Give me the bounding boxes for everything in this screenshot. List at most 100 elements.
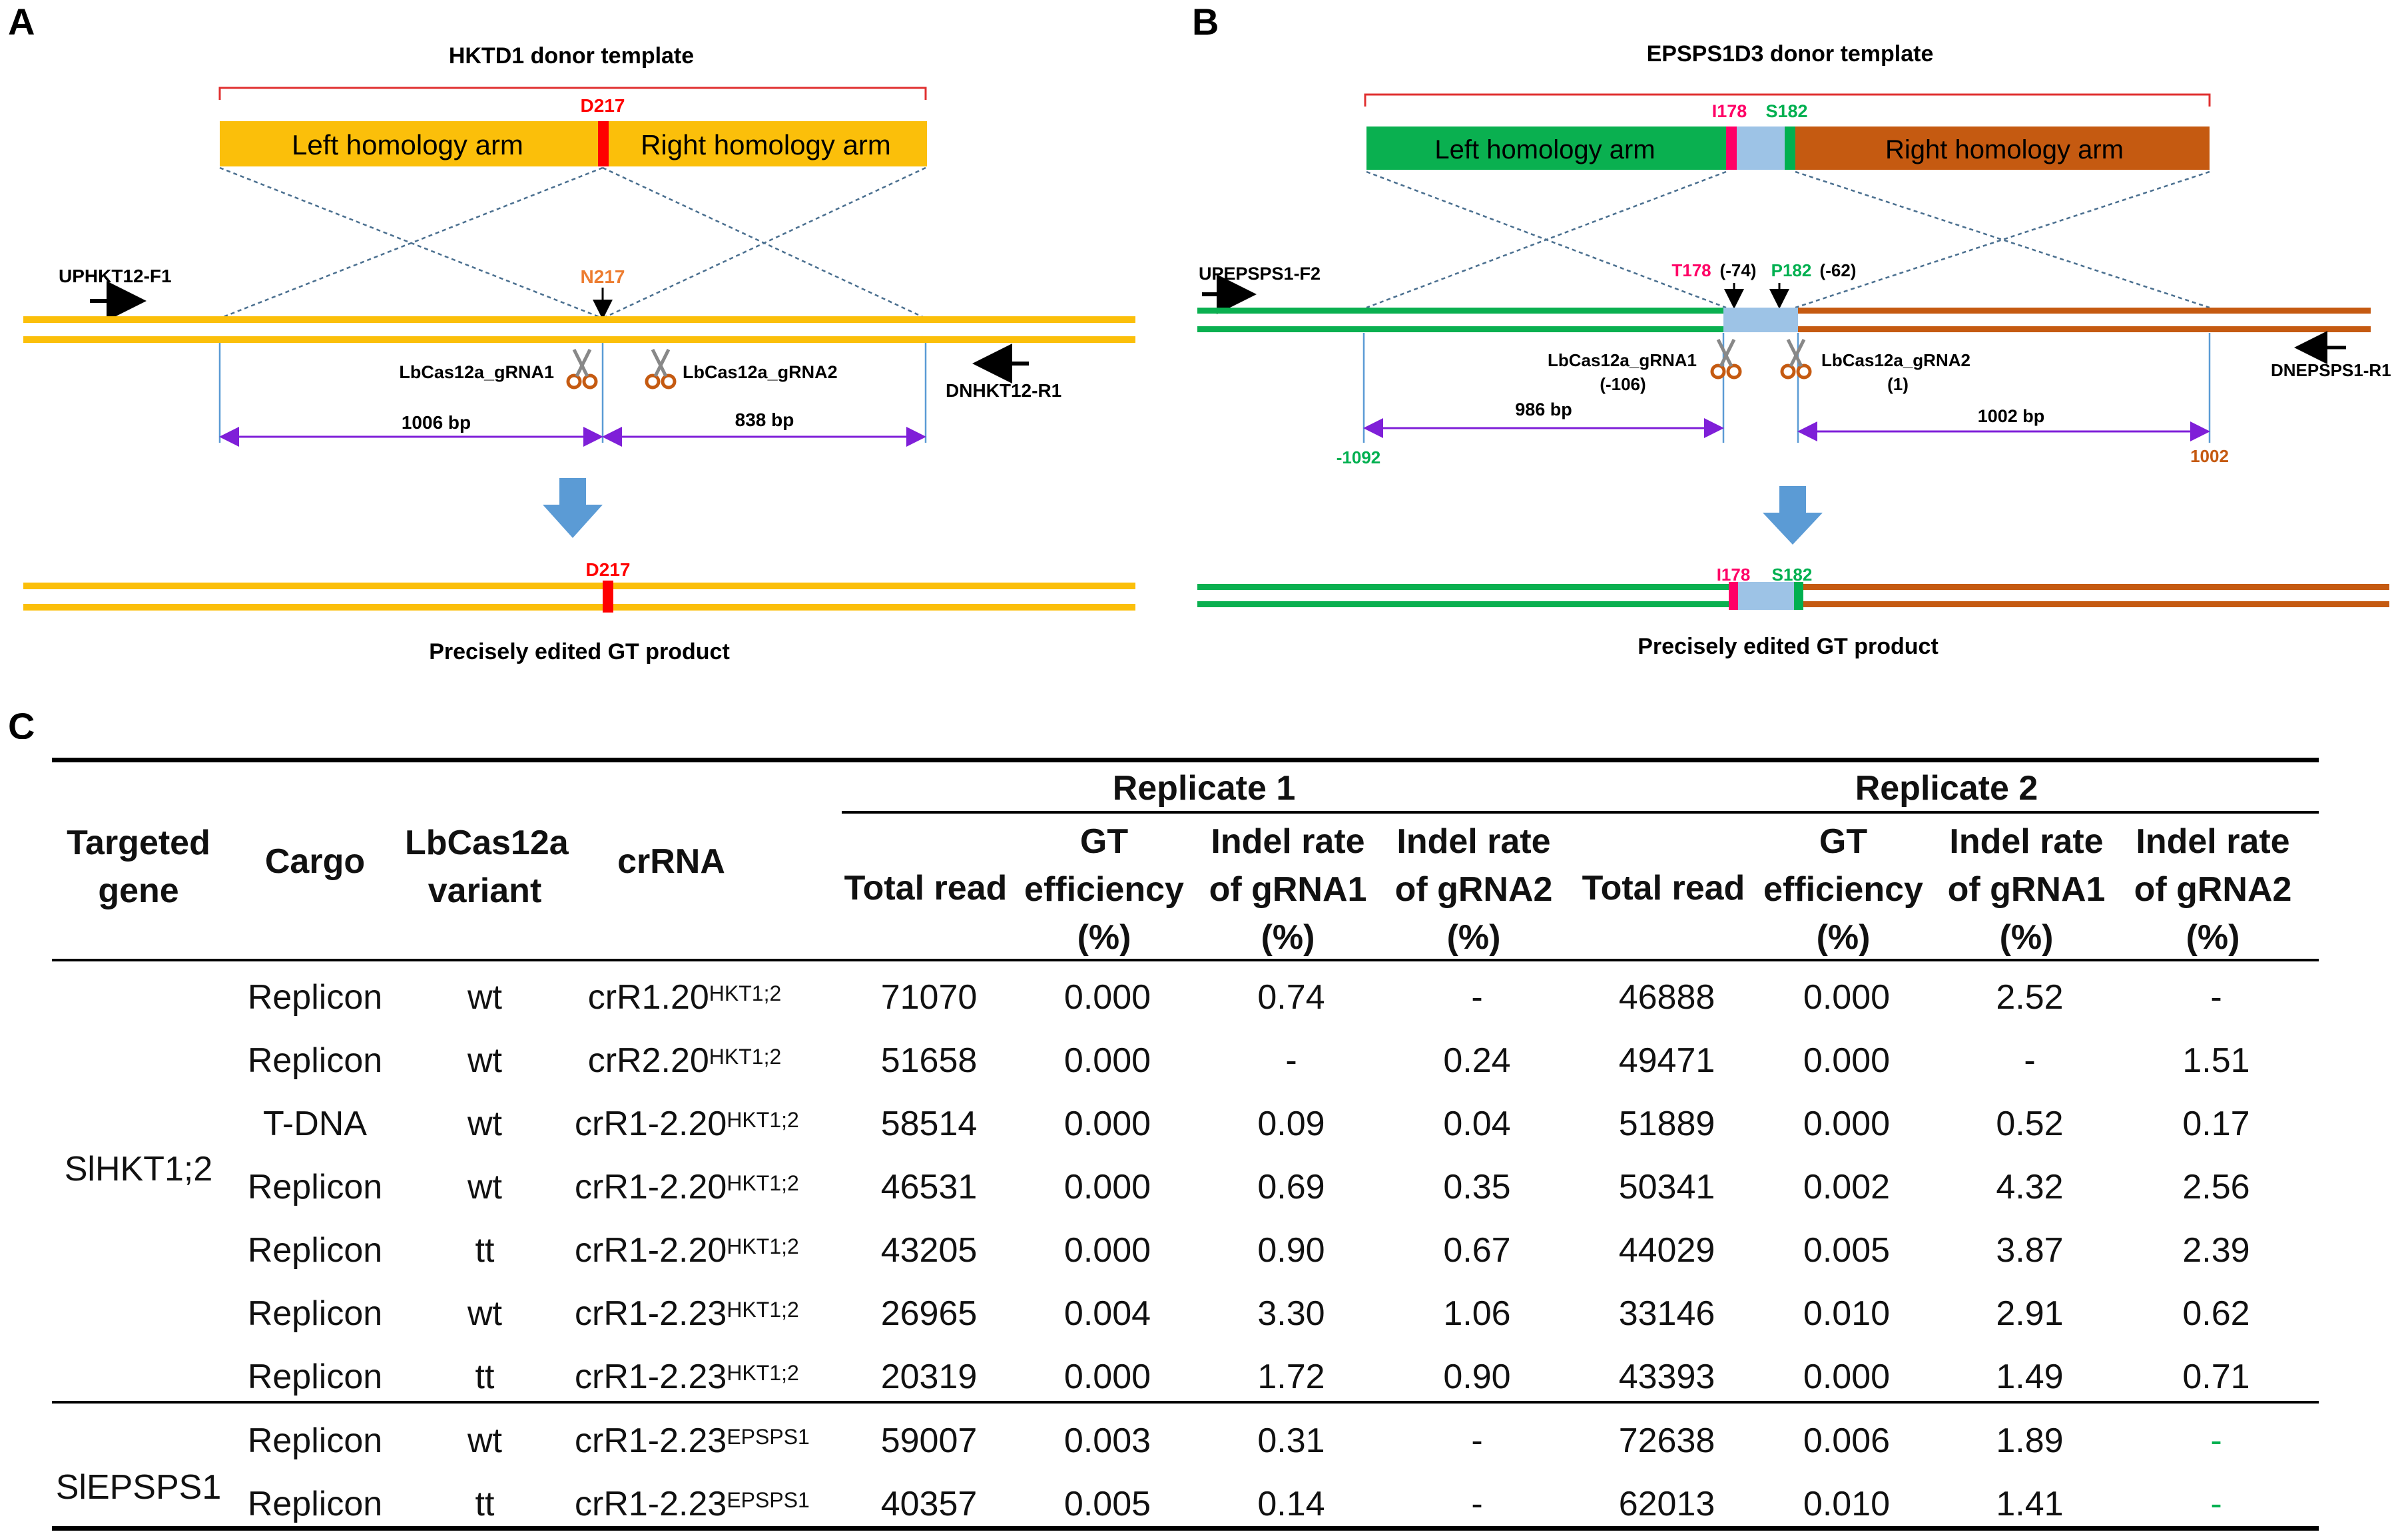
cell-indel1-2: 3.87 <box>1996 1231 2064 1270</box>
cell-indel2-2: - <box>2210 1485 2222 1523</box>
down-arrow-icon <box>543 478 603 538</box>
cell-gt-1: 0.000 <box>1063 1168 1151 1206</box>
cell-indel1-1: 1.72 <box>1257 1358 1325 1396</box>
crrna-name: crR1-2.23 <box>575 1485 727 1523</box>
crrna-target-sup: HKT1;2 <box>727 1234 799 1258</box>
product-strand-top <box>23 583 1135 589</box>
cell-gt-2: 0.000 <box>1803 1358 1891 1396</box>
cell-variant: wt <box>467 1168 502 1206</box>
cell-gt-2: 0.002 <box>1803 1168 1891 1206</box>
cell-total-read-2: 46888 <box>1618 978 1715 1017</box>
cell-total-read-2: 43393 <box>1618 1358 1715 1396</box>
replicate-rule <box>842 811 2319 814</box>
hdr-indel-grna2-1: Indel rate of gRNA2 (%) <box>1394 822 1553 957</box>
cell-indel2-2: 2.39 <box>2182 1231 2250 1270</box>
cell-total-read-2: 51889 <box>1618 1105 1715 1143</box>
cell-indel1-1: - <box>1285 1041 1297 1080</box>
cell-gt-1: 0.000 <box>1063 1041 1151 1080</box>
scissor-icon <box>1782 340 1810 378</box>
cell-indel1-1: 0.09 <box>1257 1105 1325 1143</box>
product-mutation-label: D217 <box>586 559 631 580</box>
hdr-indel-grna1-1: Indel rate of gRNA1 (%) <box>1209 822 1367 957</box>
crrna-name: crR2.20 <box>587 1041 709 1080</box>
cell-crrna: crR1-2.20HKT1;2 <box>575 1167 799 1207</box>
cell-crrna: crR1-2.23EPSPS1 <box>575 1484 810 1524</box>
primer-r-label: DNHKT12-R1 <box>946 380 1061 401</box>
header-bottom-rule <box>52 959 2319 961</box>
cell-variant: tt <box>475 1485 495 1523</box>
panel-label-b: B <box>1192 1 1219 43</box>
cell-indel2-1: - <box>1471 1485 1483 1523</box>
cell-variant: wt <box>467 1294 502 1333</box>
panel-b: EPSPS1D3 donor template I178 S182 Left h… <box>1197 41 2391 659</box>
crossover-lines-b <box>1366 170 2210 309</box>
cell-gt-2: 0.000 <box>1803 1041 1891 1080</box>
cell-indel1-1: 0.74 <box>1257 978 1325 1017</box>
cell-cargo: Replicon <box>247 1041 383 1080</box>
cell-total-read-2: 72638 <box>1618 1421 1715 1460</box>
grna1-pos-b: (-106) <box>1600 374 1646 394</box>
crrna-name: crR1-2.23 <box>575 1294 727 1333</box>
panel-label-a: A <box>8 1 35 43</box>
hdr-variant: LbCas12a variant <box>405 824 569 910</box>
panel-a: HKTD1 donor template D217 Left homology … <box>23 43 1135 664</box>
cell-crrna: crR2.20HKT1;2 <box>575 1041 794 1081</box>
cell-gt-1: 0.000 <box>1063 1105 1151 1143</box>
cell-indel1-1: 0.90 <box>1257 1231 1325 1270</box>
cell-indel2-1: - <box>1471 978 1483 1017</box>
crrna-name: crR1-2.23 <box>575 1358 727 1396</box>
primer-r-label-b: DNEPSPS1-R1 <box>2271 360 2391 380</box>
crrna-target-sup: HKT1;2 <box>727 1108 799 1132</box>
primer-f-label: UPHKT12-F1 <box>59 266 172 286</box>
cell-total-read-1: 26965 <box>880 1294 978 1333</box>
mut2-label: S182 <box>1765 101 1807 121</box>
cell-indel2-1: 0.67 <box>1443 1231 1511 1270</box>
down-arrow-icon <box>1763 486 1823 545</box>
cell-variant: tt <box>475 1358 495 1396</box>
cell-total-read-1: 59007 <box>880 1421 978 1460</box>
right-homology-arm-label-b: Right homology arm <box>1885 135 2124 164</box>
donor-mutation-mark <box>598 121 609 166</box>
cell-total-read-2: 50341 <box>1618 1168 1715 1206</box>
left-arm-bar <box>1366 127 1726 170</box>
cell-indel2-1: 0.35 <box>1443 1168 1511 1206</box>
hdr-indel-grna1-2: Indel rate of gRNA1 (%) <box>1947 822 2106 957</box>
cell-indel1-2: 4.32 <box>1996 1168 2064 1206</box>
cell-indel1-1: 3.30 <box>1257 1294 1325 1333</box>
cell-indel2-2: 1.51 <box>2182 1041 2250 1080</box>
mut1-mark <box>1726 127 1737 170</box>
product-mut2-label: S182 <box>1772 565 1813 585</box>
wt2-label: P182 <box>1771 260 1812 280</box>
cell-total-read-1: 51658 <box>880 1041 978 1080</box>
crrna-name: crR1-2.20 <box>575 1231 727 1270</box>
hdr-cargo: Cargo <box>264 842 366 881</box>
cell-crrna: crR1-2.20HKT1;2 <box>575 1104 799 1144</box>
boundary-ticks <box>218 343 927 443</box>
genome-middle <box>1723 308 1798 332</box>
cell-total-read-1: 20319 <box>880 1358 978 1396</box>
cell-crrna: crR1-2.23HKT1;2 <box>575 1294 799 1334</box>
hdr-replicate-1: Replicate 1 <box>1112 769 1296 808</box>
cell-gt-2: 0.005 <box>1803 1231 1891 1270</box>
crrna-target-sup: HKT1;2 <box>727 1171 799 1195</box>
cell-total-read-1: 58514 <box>880 1105 978 1143</box>
primer-f-label-b: UPEPSPS1-F2 <box>1199 264 1321 284</box>
cell-variant: wt <box>467 1105 502 1143</box>
donor-bracket <box>1364 93 2211 107</box>
cell-cargo: Replicon <box>247 978 383 1017</box>
genome-strand-top <box>23 316 1135 323</box>
cell-indel2-1: 1.06 <box>1443 1294 1511 1333</box>
wt2-pos: (-62) <box>1820 260 1857 280</box>
grna2-pos-b: (1) <box>1887 374 1909 394</box>
donor-template-bar <box>220 121 927 166</box>
cell-indel1-1: 0.31 <box>1257 1421 1325 1460</box>
crrna-target-sup: HKT1;2 <box>727 1298 799 1322</box>
hdr-total-read-1: Total read <box>844 869 1008 907</box>
hdr-replicate-2: Replicate 2 <box>1855 769 2038 808</box>
cell-cargo: Replicon <box>247 1231 383 1270</box>
cell-gt-1: 0.000 <box>1063 1358 1151 1396</box>
table-bottom-rule <box>52 1526 2319 1531</box>
grna1-label: LbCas12a_gRNA1 <box>399 362 554 382</box>
hdr-indel-grna2-2: Indel rate of gRNA2 (%) <box>2134 822 2292 957</box>
crossover-lines <box>219 166 926 320</box>
